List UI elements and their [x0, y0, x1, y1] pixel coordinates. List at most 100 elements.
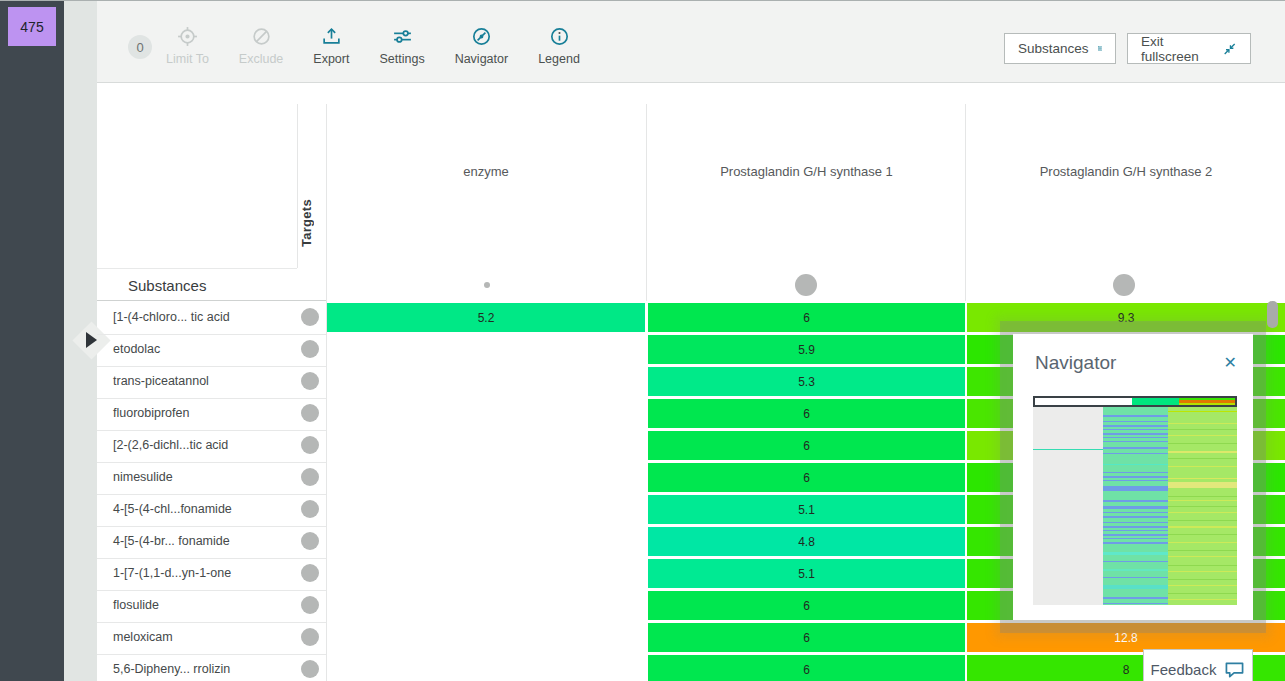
- heatmap-cell[interactable]: 5.2: [327, 303, 645, 332]
- column-divider: [646, 104, 647, 301]
- substance-label[interactable]: 1-[7-(1,1-d...yn-1-one: [113, 566, 231, 580]
- column-size-dot[interactable]: [1113, 274, 1135, 296]
- close-icon[interactable]: ✕: [1224, 353, 1237, 372]
- limit-to-label: Limit To: [166, 52, 209, 66]
- navigator-button[interactable]: Navigator: [447, 26, 517, 66]
- substance-structure-dot[interactable]: [301, 308, 319, 326]
- minimap-column: [1168, 407, 1237, 605]
- heatmap-cell[interactable]: 5.1: [648, 495, 965, 524]
- minimap-column: [1103, 407, 1168, 605]
- heatmap-cell[interactable]: 6: [648, 431, 965, 460]
- minimap-column: [1033, 407, 1103, 605]
- substance-row: meloxicam 612.8: [97, 623, 1285, 652]
- vertical-scrollbar-thumb[interactable]: [1267, 301, 1278, 328]
- substance-label[interactable]: trans-piceatannol: [113, 374, 209, 388]
- substance-structure-dot[interactable]: [301, 628, 319, 646]
- selection-count-badge: 0: [128, 35, 152, 59]
- list-icon: [1098, 41, 1102, 56]
- substances-panel-button[interactable]: Substances: [1004, 33, 1116, 64]
- feedback-label: Feedback: [1151, 661, 1217, 678]
- substance-label[interactable]: 4-[5-(4-chl...fonamide: [113, 502, 232, 516]
- substance-structure-dot[interactable]: [301, 404, 319, 422]
- navigator-minimap[interactable]: [1033, 396, 1237, 605]
- legend-button[interactable]: Legend: [530, 26, 588, 66]
- heatmap-cell[interactable]: 9.3: [967, 303, 1285, 332]
- heatmap-cell[interactable]: 6: [648, 463, 965, 492]
- column-header-pg-synthase-1[interactable]: Prostaglandin G/H synthase 1: [648, 164, 965, 179]
- substance-label[interactable]: nimesulide: [113, 470, 173, 484]
- exit-fullscreen-label: Exit fullscreen: [1141, 34, 1213, 64]
- substance-structure-dot[interactable]: [301, 532, 319, 550]
- heatmap-cell[interactable]: 6: [648, 399, 965, 428]
- viewport-segment: [1132, 398, 1179, 405]
- viewport-segment: [1179, 398, 1235, 405]
- exclude-button: Exclude: [231, 26, 291, 66]
- heatmap-cell[interactable]: 6: [648, 591, 965, 620]
- substance-structure-dot[interactable]: [301, 596, 319, 614]
- substance-row: [1-(4-chloro... tic acid 5.269.3: [97, 303, 1285, 332]
- legend-label: Legend: [538, 52, 580, 66]
- substance-structure-dot[interactable]: [301, 436, 319, 454]
- viewport-segment: [1035, 398, 1132, 405]
- heatmap-cell[interactable]: 5.1: [648, 559, 965, 588]
- exit-fullscreen-button[interactable]: Exit fullscreen: [1127, 33, 1251, 64]
- chat-bubble-icon: [1224, 660, 1245, 679]
- substances-button-label: Substances: [1018, 41, 1089, 56]
- minimap-body[interactable]: [1033, 407, 1237, 605]
- column-header-pg-synthase-2[interactable]: Prostaglandin G/H synthase 2: [967, 164, 1285, 179]
- header-divider: [297, 104, 298, 268]
- heatmap-cell[interactable]: 5.3: [648, 367, 965, 396]
- heatmap-cell[interactable]: 6: [648, 623, 965, 652]
- substance-structure-dot[interactable]: [301, 564, 319, 582]
- legend-icon: [549, 26, 570, 47]
- heatmap-cell[interactable]: 4.8: [648, 527, 965, 556]
- exclude-icon: [251, 26, 272, 47]
- limit-to-icon: [177, 26, 198, 47]
- navigator-icon: [471, 26, 492, 47]
- limit-to-button: Limit To: [158, 26, 217, 66]
- substance-structure-dot[interactable]: [301, 500, 319, 518]
- collapse-icon: [1222, 40, 1237, 58]
- substance-structure-dot[interactable]: [301, 340, 319, 358]
- left-sidebar: 475: [0, 1, 64, 681]
- settings-label: Settings: [379, 52, 424, 66]
- expand-panel-arrow-icon[interactable]: [86, 332, 97, 348]
- column-size-dot[interactable]: [484, 282, 490, 288]
- substance-label[interactable]: [1-(4-chloro... tic acid: [113, 310, 230, 324]
- substance-structure-dot[interactable]: [301, 660, 319, 678]
- substance-structure-dot[interactable]: [301, 468, 319, 486]
- substance-structure-dot[interactable]: [301, 372, 319, 390]
- minimap-viewport-indicator[interactable]: [1033, 396, 1237, 407]
- row-axis-title: Substances: [128, 277, 206, 294]
- substance-label[interactable]: flosulide: [113, 598, 159, 612]
- navigator-title: Navigator: [1035, 352, 1116, 374]
- substance-label[interactable]: 4-[5-(4-br... fonamide: [113, 534, 230, 548]
- substance-label[interactable]: [2-(2,6-dichl...tic acid: [113, 438, 228, 452]
- substance-label[interactable]: fluorobiprofen: [113, 406, 189, 420]
- settings-icon: [392, 26, 413, 47]
- heatmap-cell[interactable]: 6: [648, 655, 965, 681]
- column-header-enzyme[interactable]: enzyme: [327, 164, 645, 179]
- heatmap-cell[interactable]: 5.9: [648, 335, 965, 364]
- export-icon: [321, 26, 342, 47]
- substance-label[interactable]: meloxicam: [113, 630, 173, 644]
- substance-row: 5,6-Dipheny... rrolizin 68: [97, 655, 1285, 681]
- toolbar-items: Limit To Exclude Export Settings Navigat…: [158, 26, 588, 66]
- result-count-badge[interactable]: 475: [8, 7, 56, 46]
- heatmap-cell[interactable]: 12.8: [967, 623, 1285, 652]
- column-divider: [965, 104, 966, 301]
- feedback-button[interactable]: Feedback: [1143, 649, 1253, 681]
- exclude-label: Exclude: [239, 52, 283, 66]
- column-size-dot[interactable]: [795, 274, 817, 296]
- substance-label[interactable]: 5,6-Dipheny... rrolizin: [113, 662, 230, 676]
- export-label: Export: [313, 52, 349, 66]
- header-divider: [97, 268, 297, 269]
- heatmap-cell[interactable]: 6: [648, 303, 965, 332]
- substance-label[interactable]: etodolac: [113, 342, 160, 356]
- navigator-label: Navigator: [455, 52, 509, 66]
- navigator-popup: Navigator ✕: [1013, 334, 1253, 620]
- column-axis-title: Targets: [299, 199, 314, 247]
- substances-underline: [97, 300, 326, 301]
- export-button[interactable]: Export: [305, 26, 357, 66]
- settings-button[interactable]: Settings: [371, 26, 432, 66]
